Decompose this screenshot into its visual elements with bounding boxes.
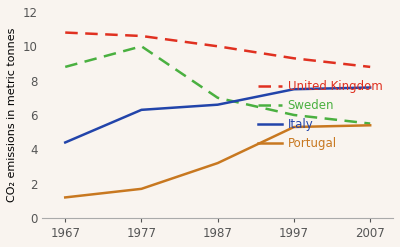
Italy [63,141,68,144]
Line: United Kingdom: United Kingdom [65,33,370,67]
Portugal [292,125,296,128]
Line: Italy: Italy [65,87,370,143]
Italy [368,86,372,89]
United Kingdom [139,35,144,38]
Portugal [63,196,68,199]
Portugal [139,187,144,190]
Y-axis label: CO₂ emissions in metric tonnes: CO₂ emissions in metric tonnes [7,28,17,202]
Portugal [368,124,372,127]
United Kingdom [368,65,372,68]
United Kingdom [215,45,220,48]
Legend: United Kingdom, Sweden, Italy, Portugal: United Kingdom, Sweden, Italy, Portugal [254,75,387,155]
Italy [215,103,220,106]
Portugal [215,162,220,165]
Sweden [292,114,296,117]
Line: Portugal: Portugal [65,125,370,197]
Line: Sweden: Sweden [65,46,370,124]
Sweden [139,45,144,48]
Sweden [63,65,68,68]
Italy [292,88,296,91]
Sweden [215,96,220,99]
United Kingdom [292,57,296,60]
United Kingdom [63,31,68,34]
Sweden [368,122,372,125]
Italy [139,108,144,111]
